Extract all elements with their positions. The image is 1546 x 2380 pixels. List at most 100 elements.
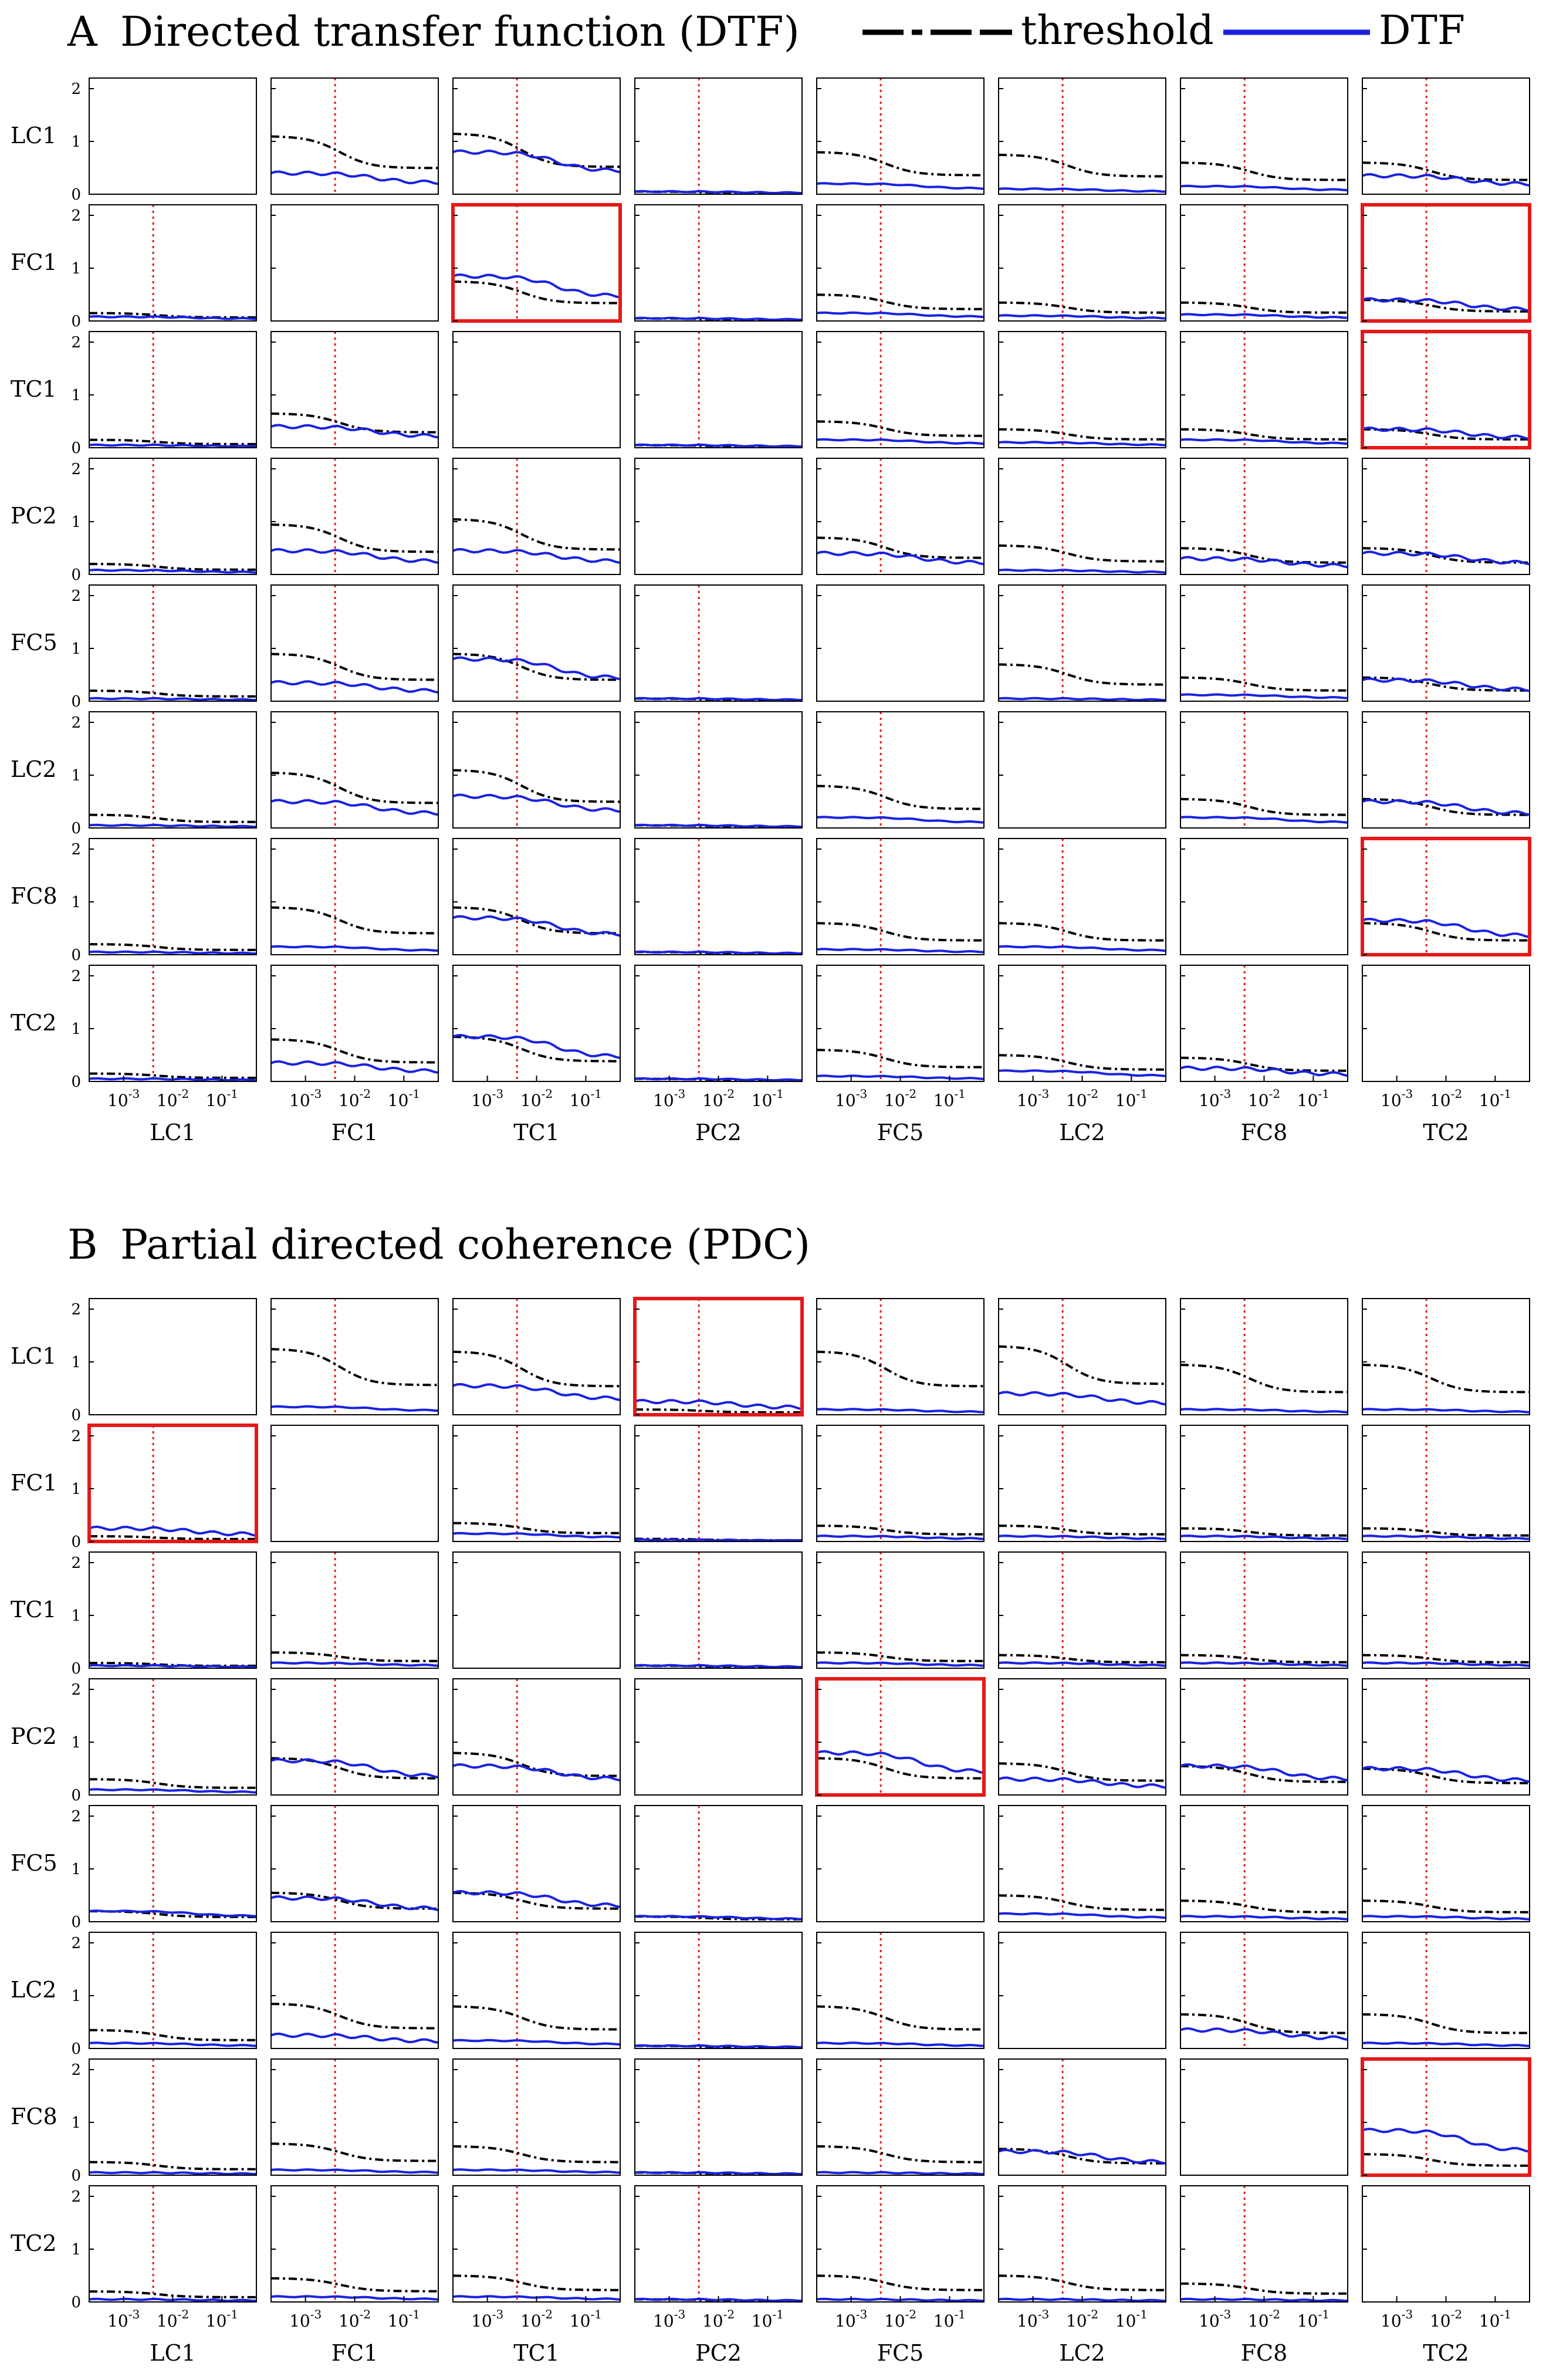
- dtf-value-line: [1362, 297, 1530, 312]
- dtf-cell: [1180, 965, 1348, 1082]
- pdc-cell: [270, 1298, 439, 1415]
- dtf-threshold-line: [270, 523, 438, 553]
- pdc-value-line: [634, 1664, 803, 1669]
- pdc-cell: [815, 1677, 986, 1797]
- dtf-cell-frame: [634, 77, 803, 195]
- pdc-value-line: [89, 1788, 257, 1794]
- dtf-threshold-line: [816, 1049, 985, 1069]
- pdc-row-label: FC8: [11, 2104, 57, 2129]
- dtf-threshold-line: [998, 544, 1166, 563]
- dtf-row-label: PC2: [11, 503, 57, 529]
- dtf-threshold-line: [816, 922, 985, 942]
- pdc-value-line: [89, 2171, 257, 2176]
- pdc-cell-frame: [816, 1932, 985, 2049]
- dtf-cell-frame: [998, 77, 1166, 195]
- dtf-ytick-label: 1: [71, 1020, 81, 1038]
- dtf-cell-frame: [270, 77, 439, 195]
- dtf-cell: [89, 77, 257, 195]
- pdc-col-label: PC2: [695, 2340, 742, 2366]
- dtf-cell: [1362, 965, 1530, 1082]
- dtf-ytick-label: 0: [71, 693, 81, 711]
- dtf-cell: [89, 965, 257, 1082]
- dtf-threshold-line: [270, 653, 438, 681]
- pdc-cell: [452, 1551, 621, 1669]
- dtf-ytick-label: 1: [71, 640, 81, 658]
- dtf-threshold-line: [452, 133, 620, 168]
- pdc-value-line: [452, 1763, 621, 1781]
- dtf-xtick-label: 10-1: [752, 1087, 784, 1110]
- pdc-highlight-frame: [815, 1677, 986, 1797]
- pdc-cell-frame: [89, 1932, 257, 2049]
- dtf-threshold-line: [1362, 676, 1530, 692]
- pdc-value-line: [998, 1661, 1166, 1667]
- dtf-cell: [270, 77, 439, 195]
- dtf-cell: [452, 77, 621, 195]
- pdc-cell-frame: [816, 1551, 985, 1669]
- pdc-cell: [1180, 2185, 1348, 2303]
- pdc-value-line: [1362, 1766, 1530, 1783]
- pdc-xtick-label: 10-2: [1430, 2307, 1462, 2331]
- pdc-cell-frame: [816, 1805, 985, 1922]
- dtf-ytick-label: 2: [71, 80, 81, 98]
- pdc-cell-frame: [452, 2058, 621, 2176]
- pdc-value-line: [1180, 1763, 1348, 1781]
- pdc-cell-frame: [89, 1551, 257, 1669]
- pdc-cell-frame: [1362, 1298, 1530, 1415]
- dtf-cell: [816, 711, 985, 829]
- dtf-cell: [634, 584, 803, 702]
- pdc-col-label: FC8: [1241, 2340, 1288, 2366]
- dtf-cell: [452, 458, 621, 575]
- pdc-value-line: [270, 1895, 439, 1911]
- pdc-cell: [1180, 1678, 1348, 1796]
- dtf-cell: [270, 838, 439, 955]
- pdc-cell-frame: [1362, 2185, 1530, 2303]
- pdc-ytick-label: 0: [71, 2040, 81, 2058]
- pdc-cell-frame: [1180, 1298, 1348, 1415]
- dtf-ytick-label: 1: [71, 767, 81, 785]
- pdc-cell: [634, 1551, 803, 1669]
- dtf-cell-frame: [89, 711, 257, 829]
- pdc-value-line: [1180, 1915, 1348, 1921]
- pdc-cell-frame: [816, 1298, 985, 1415]
- pdc-threshold-line: [635, 1915, 802, 1921]
- dtf-threshold-line: [816, 785, 984, 810]
- pdc-cell: [998, 2185, 1166, 2303]
- panel-a-title: A Directed transfer function (DTF): [67, 8, 800, 56]
- pdc-threshold-line: [89, 2161, 257, 2171]
- pdc-cell-frame: [89, 1678, 257, 1796]
- pdc-cell: [270, 1551, 439, 1669]
- dtf-cell-frame: [89, 965, 257, 1082]
- dtf-cell: [452, 331, 621, 448]
- pdc-xtick-label: 10-1: [1479, 2307, 1511, 2331]
- dtf-cell: [634, 331, 803, 448]
- panel-a-letter: A: [67, 8, 98, 56]
- dtf-cell: [1362, 458, 1530, 575]
- pdc-xtick-label: 10-3: [1381, 2307, 1413, 2331]
- dtf-xtick-label: 10-3: [653, 1087, 685, 1110]
- pdc-value-line: [816, 2041, 985, 2047]
- dtf-threshold-line: [816, 420, 984, 437]
- dtf-cell: [1362, 77, 1530, 195]
- pdc-ytick-label: 2: [71, 1681, 81, 1699]
- dtf-value-line: [816, 438, 985, 445]
- dtf-value-line: [89, 697, 257, 702]
- dtf-cell-frame: [816, 965, 985, 1082]
- pdc-ytick-label: 0: [71, 2167, 81, 2185]
- dtf-cell: [998, 584, 1166, 702]
- pdc-threshold-line: [1180, 1654, 1348, 1664]
- pdc-ytick-label: 1: [71, 1607, 81, 1625]
- dtf-value-line: [634, 190, 803, 195]
- dtf-ytick-label: 1: [71, 133, 81, 151]
- pdc-cell-frame: [816, 1425, 985, 1542]
- dtf-ytick-label: 1: [71, 894, 81, 911]
- pdc-threshold-line: [816, 1757, 984, 1780]
- pdc-cell: [452, 1932, 621, 2049]
- pdc-row-label: FC1: [11, 1470, 57, 1496]
- pdc-threshold-line: [816, 2274, 984, 2291]
- pdc-value-line: [1362, 1408, 1530, 1414]
- pdc-cell: [87, 1424, 258, 1543]
- dtf-value-line: [816, 311, 985, 319]
- pdc-cell: [270, 1425, 439, 1542]
- pdc-cell-frame: [998, 2058, 1166, 2176]
- dtf-threshold-line: [998, 922, 1166, 942]
